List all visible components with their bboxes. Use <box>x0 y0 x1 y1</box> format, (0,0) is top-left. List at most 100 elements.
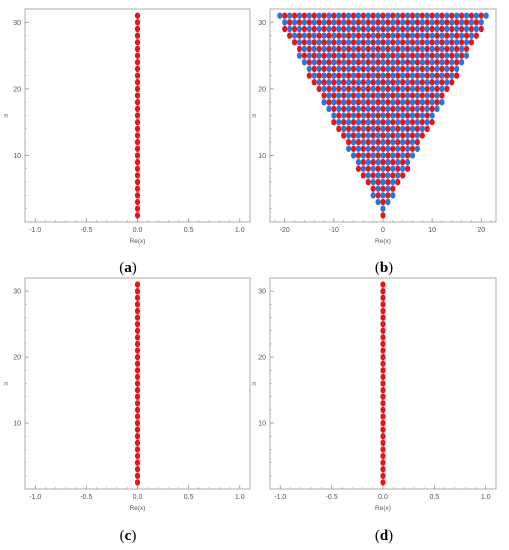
data-point <box>365 32 371 39</box>
data-point <box>375 132 381 139</box>
data-point <box>321 45 327 53</box>
data-point <box>419 79 425 86</box>
data-point <box>434 72 440 79</box>
data-point <box>336 72 342 79</box>
data-point <box>404 59 411 66</box>
data-point <box>449 79 455 86</box>
data-point <box>350 112 357 119</box>
data-point <box>360 92 366 99</box>
data-point <box>134 393 141 400</box>
data-point <box>287 12 293 19</box>
data-point <box>444 72 450 79</box>
data-point <box>341 125 347 133</box>
data-point <box>444 85 450 93</box>
data-point <box>346 85 352 93</box>
x-tick-label: 0.0 <box>133 227 143 234</box>
data-point <box>390 12 396 19</box>
data-point <box>439 25 445 33</box>
data-point <box>439 98 445 106</box>
data-point <box>385 118 391 126</box>
data-point <box>350 65 357 73</box>
data-point <box>355 152 362 159</box>
data-point <box>380 205 386 212</box>
data-point <box>454 59 460 66</box>
data-point <box>419 92 425 99</box>
data-point <box>355 165 362 172</box>
data-point <box>134 172 141 179</box>
data-point <box>429 52 435 59</box>
x-axis-label: Re(x) <box>375 238 391 245</box>
data-point <box>444 25 450 33</box>
data-point <box>444 52 450 59</box>
data-point <box>380 105 386 113</box>
data-point <box>380 419 386 427</box>
data-point <box>400 112 406 119</box>
data-point <box>282 25 288 33</box>
data-point <box>316 25 322 33</box>
data-point <box>316 52 322 59</box>
data-point <box>134 373 141 381</box>
data-point <box>390 92 396 99</box>
data-point <box>134 301 141 308</box>
data-point <box>380 178 386 186</box>
data-point <box>360 59 366 66</box>
data-point <box>134 406 141 414</box>
data-point <box>355 112 362 119</box>
data-point <box>326 65 332 73</box>
data-point <box>134 72 141 79</box>
data-point <box>385 192 391 199</box>
data-point <box>404 39 411 46</box>
data-point <box>414 39 420 46</box>
data-point <box>400 45 406 53</box>
data-point <box>390 112 396 119</box>
data-point <box>414 112 420 119</box>
data-point <box>134 12 141 19</box>
data-point <box>473 25 479 33</box>
data-point <box>375 198 381 206</box>
data-point <box>134 347 141 354</box>
data-point <box>370 178 376 186</box>
data-point <box>434 52 440 59</box>
data-point <box>419 112 425 119</box>
data-point <box>380 320 386 328</box>
data-point <box>380 72 386 79</box>
data-point <box>429 19 435 26</box>
data-point <box>331 52 337 59</box>
data-point <box>409 132 416 139</box>
data-point <box>346 138 352 146</box>
data-point <box>355 105 362 113</box>
data-point <box>134 145 141 152</box>
data-point <box>404 45 411 53</box>
data-point <box>321 25 327 33</box>
data-point <box>400 158 406 166</box>
data-point <box>419 132 425 139</box>
data-point <box>380 198 386 206</box>
data-point <box>134 426 141 433</box>
data-point <box>331 39 337 46</box>
data-point <box>385 52 391 59</box>
data-point <box>311 32 317 39</box>
data-point <box>380 294 386 301</box>
data-point <box>409 145 416 152</box>
data-point <box>449 12 455 19</box>
data-point <box>454 19 460 26</box>
data-point <box>296 19 303 26</box>
data-point <box>380 307 386 315</box>
data-point <box>321 79 327 86</box>
data-point <box>296 52 303 59</box>
data-point <box>468 19 475 26</box>
data-point <box>370 98 376 106</box>
data-point <box>326 85 332 93</box>
data-point <box>346 32 352 39</box>
data-point <box>331 112 337 119</box>
data-point <box>326 25 332 33</box>
data-point <box>326 45 332 53</box>
data-point <box>365 105 371 113</box>
data-point <box>404 132 411 139</box>
data-point <box>395 12 401 19</box>
data-point <box>454 12 460 19</box>
data-point <box>350 79 357 86</box>
data-point <box>311 52 317 59</box>
data-point <box>434 25 440 33</box>
data-point <box>429 79 435 86</box>
